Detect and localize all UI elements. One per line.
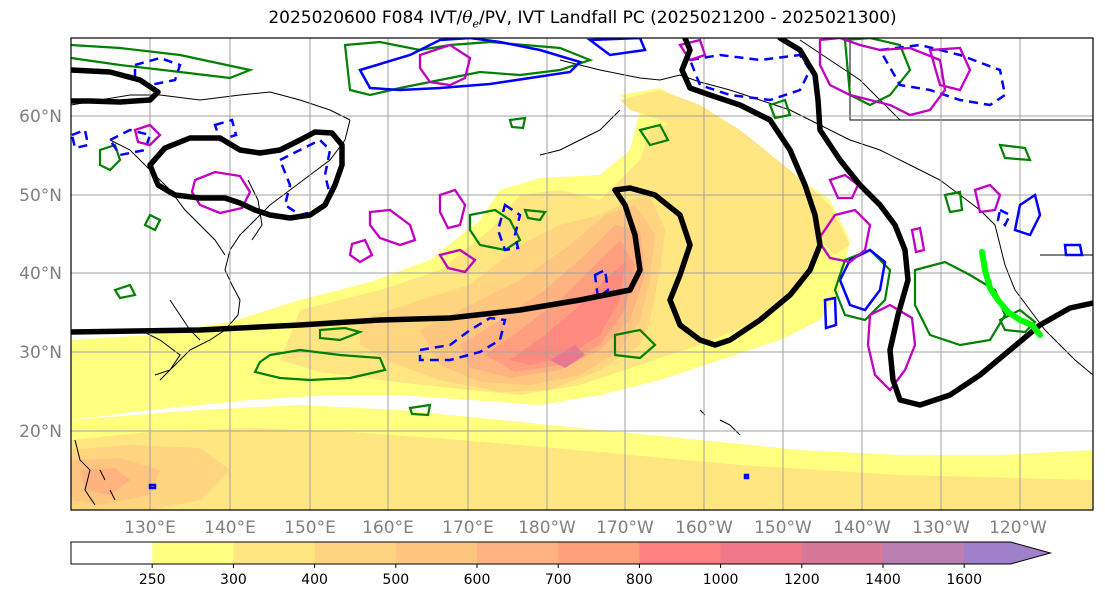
lon-label: 140°W: [833, 518, 891, 538]
colorbar-segment: [152, 542, 234, 564]
lon-label: 130°E: [124, 518, 176, 538]
colorbar-tick-label: 600: [464, 572, 491, 588]
map-title: 2025020600 F084 IVT/θe/PV, IVT Landfall …: [268, 8, 897, 31]
lat-label: 30°N: [19, 343, 62, 363]
colorbar: [70, 541, 1053, 565]
colorbar-tick-label: 500: [382, 572, 409, 588]
map-frame: [70, 37, 1094, 511]
colorbar-segment: [720, 542, 803, 564]
lon-label: 150°E: [284, 518, 336, 538]
lat-label: 20°N: [19, 422, 62, 442]
colorbar-segment: [477, 542, 559, 564]
colorbar-segment: [801, 542, 884, 564]
lat-label: 60°N: [19, 107, 62, 127]
colorbar-tick-label: 800: [626, 572, 653, 588]
pv-blue-solid-contours: [148, 38, 1084, 490]
lon-label: 170°E: [442, 518, 494, 538]
lon-label: 160°E: [362, 518, 414, 538]
colorbar-outline: [70, 541, 1053, 565]
theta-e-contours: [71, 38, 1093, 408]
colorbar-tick-label: 700: [545, 572, 572, 588]
ivt-landfall-line: [979, 249, 1043, 338]
colorbar-segment: [395, 542, 478, 564]
colorbar-tick-label: 1200: [784, 572, 820, 588]
colorbar-tick-label: 250: [139, 572, 166, 588]
colorbar-segment: [314, 542, 397, 564]
lat-labels: 60°N 50°N 40°N 30°N 20°N: [19, 107, 62, 442]
lat-label: 40°N: [19, 264, 62, 284]
coastlines: [71, 39, 1093, 506]
colorbar-labels: 250 300 400 500 600 700 800 1000 1200 1400 1600: [139, 564, 982, 588]
colorbar-segment: [233, 542, 316, 564]
colorbar-tick-label: 300: [220, 572, 247, 588]
colorbar-segment: [558, 542, 640, 564]
lon-label: 150°W: [754, 518, 812, 538]
lon-labels: 130°E 140°E 150°E 160°E 170°E 180°W 170°…: [124, 518, 1047, 538]
lon-label: 130°W: [912, 518, 970, 538]
lon-label: 160°W: [675, 518, 733, 538]
colorbar-tick-label: 1600: [946, 572, 982, 588]
colorbar-segment: [964, 542, 1051, 564]
lat-label: 50°N: [19, 186, 62, 206]
colorbar-tick-label: 1000: [703, 572, 739, 588]
gridlines: [71, 38, 1093, 510]
colorbar-segment: [639, 542, 722, 564]
lon-label: 120°W: [989, 518, 1047, 538]
lon-label: 170°W: [596, 518, 654, 538]
colorbar-segment: [883, 542, 965, 564]
lon-label: 180°W: [518, 518, 576, 538]
colorbar-tick-label: 1400: [865, 572, 901, 588]
lon-label: 140°E: [204, 518, 256, 538]
colorbar-tick-label: 400: [301, 572, 328, 588]
colorbar-segment: [71, 542, 153, 564]
